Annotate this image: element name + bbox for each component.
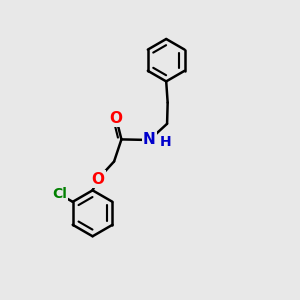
Text: O: O (92, 172, 104, 187)
Text: H: H (160, 135, 171, 149)
Text: N: N (143, 133, 156, 148)
Text: O: O (110, 111, 123, 126)
Text: Cl: Cl (52, 187, 67, 201)
